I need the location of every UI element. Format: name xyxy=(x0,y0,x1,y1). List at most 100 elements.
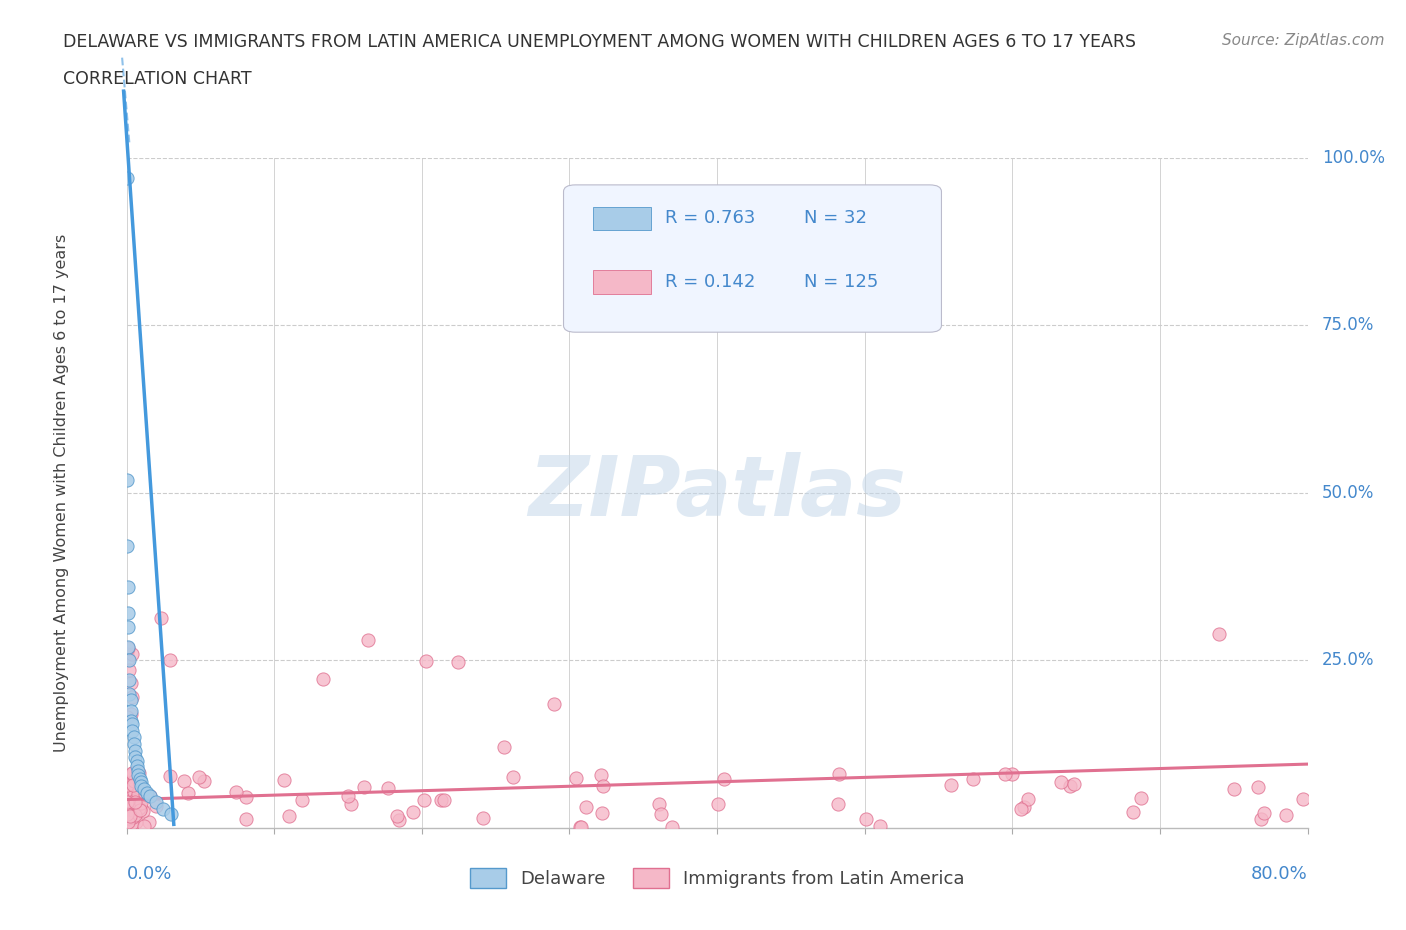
Point xyxy=(159,768,181,783)
Point xyxy=(124,808,146,823)
Point xyxy=(337,789,360,804)
Point xyxy=(121,646,143,661)
Point xyxy=(869,818,891,833)
Text: R = 0.142: R = 0.142 xyxy=(665,273,755,291)
Point xyxy=(115,794,138,809)
Point xyxy=(118,811,141,826)
Point xyxy=(1246,780,1268,795)
Point xyxy=(385,808,408,823)
Point xyxy=(122,785,145,800)
Point xyxy=(124,765,146,780)
Point xyxy=(357,632,380,647)
Legend: Delaware, Immigrants from Latin America: Delaware, Immigrants from Latin America xyxy=(463,860,972,896)
Point xyxy=(543,697,565,711)
Point xyxy=(128,765,150,780)
Point xyxy=(117,652,139,667)
Point xyxy=(415,654,437,669)
Point xyxy=(225,785,247,800)
Point xyxy=(117,815,139,830)
Point xyxy=(136,786,159,801)
Point xyxy=(149,611,172,626)
Point xyxy=(312,671,335,686)
Point xyxy=(159,653,181,668)
Point xyxy=(128,801,150,816)
Point xyxy=(120,703,142,718)
Text: 80.0%: 80.0% xyxy=(1251,865,1308,883)
Point xyxy=(121,808,143,823)
Point xyxy=(177,786,200,801)
Point xyxy=(117,641,139,656)
Point xyxy=(193,774,215,789)
Point xyxy=(129,775,153,790)
Text: 75.0%: 75.0% xyxy=(1322,316,1374,335)
Point xyxy=(122,730,145,745)
Point xyxy=(159,807,183,822)
Point xyxy=(494,739,516,754)
Point xyxy=(648,797,671,812)
Point xyxy=(145,795,167,810)
Point xyxy=(121,765,143,780)
Point xyxy=(115,813,138,828)
FancyBboxPatch shape xyxy=(564,185,942,332)
Point xyxy=(706,796,728,811)
Point xyxy=(115,793,138,808)
Point xyxy=(128,775,150,790)
Point xyxy=(120,809,142,824)
Point xyxy=(1059,778,1081,793)
Point xyxy=(661,819,683,834)
Point xyxy=(117,793,139,808)
Text: 25.0%: 25.0% xyxy=(1322,651,1374,670)
Point xyxy=(115,472,138,487)
Point xyxy=(121,810,143,825)
Point xyxy=(1010,802,1032,817)
Point xyxy=(235,790,257,804)
Point xyxy=(1222,782,1244,797)
Point xyxy=(591,805,613,820)
Point xyxy=(124,815,146,830)
Point xyxy=(138,815,160,830)
Point xyxy=(115,539,138,554)
Point xyxy=(132,818,155,833)
Point xyxy=(129,795,152,810)
Point xyxy=(173,774,195,789)
Point xyxy=(388,813,411,828)
FancyBboxPatch shape xyxy=(593,206,651,230)
Point xyxy=(124,794,146,809)
Point xyxy=(471,811,494,826)
Point xyxy=(115,171,138,186)
Point xyxy=(1292,791,1315,806)
Point xyxy=(120,779,142,794)
Point xyxy=(152,802,174,817)
Point xyxy=(124,799,146,814)
Point xyxy=(122,777,145,792)
Point xyxy=(828,766,851,781)
Text: 100.0%: 100.0% xyxy=(1322,149,1385,167)
Point xyxy=(121,689,143,704)
Point xyxy=(432,792,454,807)
Point xyxy=(591,768,613,783)
Point xyxy=(121,724,143,738)
Point xyxy=(122,765,145,780)
Point xyxy=(1050,775,1073,790)
Point xyxy=(124,743,146,758)
Text: ZIPatlas: ZIPatlas xyxy=(529,452,905,534)
Point xyxy=(339,797,361,812)
Point xyxy=(941,778,963,793)
Point xyxy=(1063,777,1085,791)
Point xyxy=(121,765,143,780)
Point xyxy=(132,804,155,818)
Text: Unemployment Among Women with Children Ages 6 to 17 years: Unemployment Among Women with Children A… xyxy=(53,233,69,752)
Point xyxy=(121,716,143,731)
Point xyxy=(135,787,157,802)
Point xyxy=(120,693,142,708)
Point xyxy=(827,796,849,811)
Point xyxy=(127,768,149,783)
Text: Source: ZipAtlas.com: Source: ZipAtlas.com xyxy=(1222,33,1385,47)
Text: N = 32: N = 32 xyxy=(804,209,868,227)
Point xyxy=(117,579,139,594)
Point xyxy=(1275,807,1298,822)
Point xyxy=(120,675,142,690)
Point xyxy=(128,771,150,786)
Point xyxy=(235,811,257,826)
Point xyxy=(117,606,139,621)
